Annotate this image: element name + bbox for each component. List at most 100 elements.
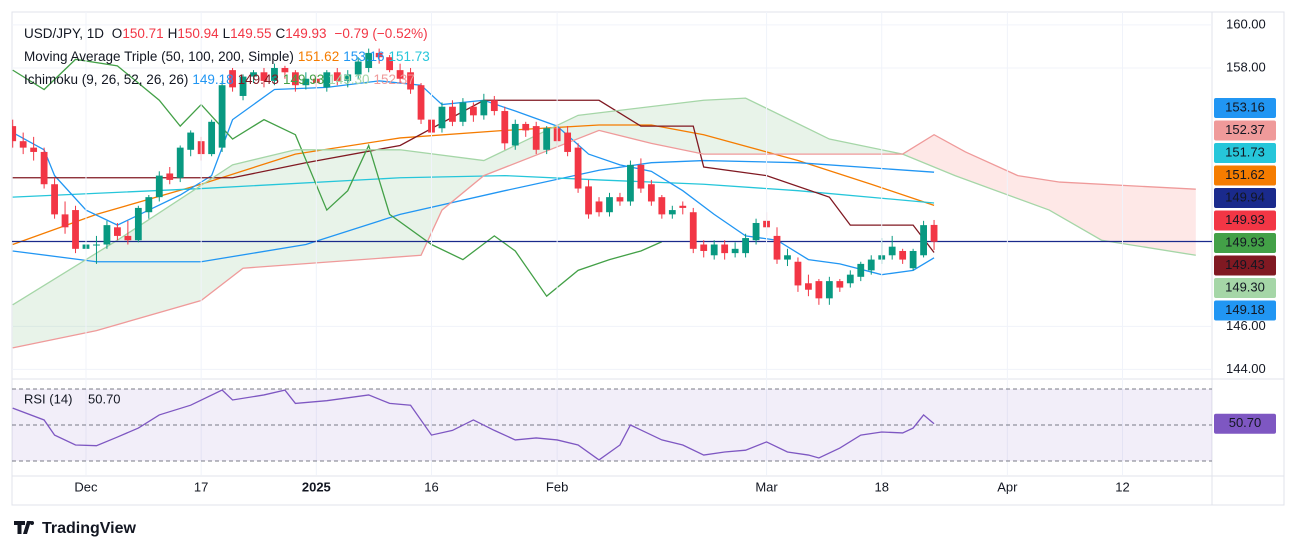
candle-body (930, 224, 938, 242)
candle-body (417, 85, 425, 120)
price-pane (12, 24, 1212, 370)
candle-body (752, 222, 760, 241)
legend-value: 149.43 (237, 72, 279, 87)
candle-body (93, 244, 100, 246)
candle-body (564, 132, 572, 152)
price-box (1214, 98, 1276, 118)
candle-body (721, 244, 729, 254)
candle-body (281, 67, 289, 73)
candle-body (30, 147, 38, 152)
legend-value: 151.73 (388, 49, 430, 64)
candle-body (815, 281, 823, 299)
candle-body (616, 197, 624, 202)
price-box (1214, 210, 1276, 231)
candle-body (606, 197, 613, 213)
price-box (1214, 165, 1276, 186)
ohlc-letter: O (111, 26, 123, 41)
price-box (1214, 255, 1276, 276)
candle-body (846, 274, 854, 284)
candle-body (103, 225, 111, 245)
candle-body (260, 72, 268, 81)
y-tick-label: 144.00 (1226, 361, 1266, 376)
price-box-label: 151.73 (1225, 144, 1265, 159)
legend-value: 151.62 (297, 49, 340, 64)
candle-body (449, 106, 456, 122)
candle-body (773, 235, 781, 260)
candle-body (208, 121, 216, 155)
candle-body (218, 85, 226, 148)
candle-body (627, 164, 634, 202)
x-tick-label: Apr (997, 479, 1018, 494)
brand-name: TradingView (42, 520, 137, 537)
price-box-label: 151.62 (1225, 167, 1265, 182)
legend-value: 153.16 (343, 49, 385, 64)
logo-mark (14, 521, 31, 534)
candle-body (12, 126, 17, 142)
candle-body (386, 57, 394, 71)
candle-body (689, 212, 697, 249)
x-tick-label: 18 (874, 479, 888, 494)
candle-body (333, 72, 341, 81)
x-tick-label: Feb (546, 479, 568, 494)
price-box (1214, 188, 1276, 208)
candle-body (899, 250, 907, 260)
y-tick-label: 146.00 (1226, 318, 1266, 333)
frame (11, 11, 1285, 506)
candle-body (501, 111, 509, 144)
candle-body (647, 184, 655, 202)
candle-body (637, 164, 645, 189)
candle-body (522, 123, 530, 131)
candle-body (40, 151, 48, 185)
x-tick-label: 2025 (302, 479, 331, 494)
candle-body (679, 205, 687, 208)
candle-body (825, 281, 833, 299)
candle-body (61, 214, 69, 228)
price-box-label: 149.93 (1225, 212, 1265, 227)
indicator-line (12, 389, 935, 461)
ohlc-value: 150.94 (177, 26, 219, 41)
candle-body (668, 210, 676, 215)
candle-body (323, 72, 331, 88)
candle-body (375, 52, 383, 58)
candle-body (250, 72, 257, 77)
ohlc-letter: C (275, 26, 286, 41)
candle-body (595, 201, 603, 213)
ma-legend: Moving Average Triple (50, 100, 200, Sim… (24, 45, 434, 68)
price-box-label: 149.30 (1225, 279, 1265, 294)
candle-body (658, 197, 666, 215)
candle-body (124, 235, 132, 241)
candle-body (438, 106, 446, 129)
candle-body (480, 100, 488, 116)
y-tick-label: 158.00 (1226, 59, 1266, 74)
indicator-line (12, 99, 935, 253)
candle-body (291, 72, 299, 86)
x-tick-label: 17 (194, 479, 208, 494)
change: −0.79 (−0.52%) (334, 26, 428, 41)
price-box (1214, 300, 1276, 321)
candle-body (187, 132, 195, 150)
rsi-price-label: 50.70 (1229, 415, 1262, 430)
candle-body (145, 197, 153, 213)
price-box (1214, 233, 1276, 253)
candle-body (271, 67, 278, 81)
ohlc-letter: L (222, 26, 231, 41)
x-tick-label: Dec (74, 479, 98, 494)
legend-value: 152.37 (373, 72, 415, 87)
candle-body (731, 248, 739, 254)
candle-body (19, 141, 27, 148)
candle-body (51, 184, 58, 215)
brand-logo: TradingView (14, 520, 137, 537)
ichimoku-legend: Ichimoku (9, 26, 52, 26, 26) 149.18 149.43… (24, 68, 434, 91)
x-tick-label: 12 (1115, 479, 1129, 494)
candle-body (794, 261, 802, 286)
x-tick-label: Mar (755, 479, 778, 494)
candle-body (72, 210, 79, 249)
indicator-line (12, 129, 1196, 349)
candle-body (574, 147, 582, 189)
candle-body (396, 70, 404, 79)
ohlc-value: 149.93 (285, 26, 327, 41)
candle-body (469, 106, 477, 116)
candle-body (302, 78, 310, 86)
y-tick-label: 160.00 (1226, 16, 1266, 31)
